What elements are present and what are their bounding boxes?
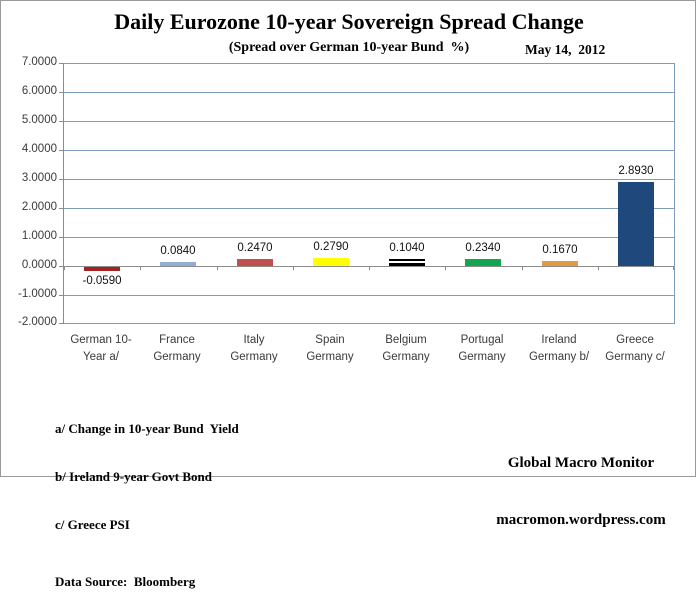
category-label-line: Germany	[458, 351, 506, 363]
gridline	[64, 295, 674, 296]
category-label: Spain Germany	[292, 332, 368, 366]
y-axis-label: 3.0000	[21, 172, 57, 184]
plot-area: -0.0590 0.0840 0.2470 0.2790 0.1040 0.2340 0.1…	[63, 63, 675, 324]
branding: Global Macro Monitor macromon.wordpress.…	[479, 416, 683, 549]
branding-url: macromon.wordpress.com	[496, 512, 666, 528]
bar-italy	[237, 259, 273, 266]
y-axis-label: 5.0000	[21, 114, 57, 126]
chart-title: Daily Eurozone 10-year Sovereign Spread …	[114, 9, 584, 34]
y-axis-tick	[59, 121, 63, 122]
bar-france	[160, 262, 196, 266]
y-axis-label: 2.0000	[21, 201, 57, 213]
y-axis-label: 7.0000	[21, 56, 57, 68]
category-label: France Germany	[139, 332, 215, 366]
bar-value-label: 2.8930	[618, 165, 654, 177]
category-label-line: Greece	[616, 334, 654, 346]
category-label-line: Ireland	[541, 334, 577, 346]
category-label: Italy Germany	[216, 332, 292, 366]
category-tick	[140, 266, 141, 270]
bar-value-label: 0.2790	[313, 241, 349, 253]
category-label-line: Germany	[382, 351, 430, 363]
y-axis-tick	[59, 150, 63, 151]
y-axis-label: 1.0000	[21, 230, 57, 242]
category-label: Portugal Germany	[444, 332, 520, 366]
footnote-c: c/ Greece PSI	[55, 517, 130, 532]
category-label: Ireland Germany b/	[521, 332, 597, 366]
gridline	[64, 63, 674, 64]
category-tick	[217, 266, 218, 270]
bar-value-label: 0.2340	[465, 242, 501, 254]
bar-value-label: 0.0840	[160, 245, 196, 257]
y-axis-label: 6.0000	[21, 85, 57, 97]
category-label-line: Italy	[243, 334, 265, 346]
bar-value-label: -0.0590	[82, 275, 122, 287]
category-tick	[369, 266, 370, 270]
category-tick	[673, 266, 674, 270]
category-label-line: Year a/	[82, 351, 120, 363]
gridline	[64, 121, 674, 122]
bar-spain	[313, 258, 349, 266]
category-label-line: Germany b/	[528, 351, 590, 363]
y-axis-tick	[59, 266, 63, 267]
y-axis-tick	[59, 237, 63, 238]
category-tick	[598, 266, 599, 270]
gridline	[64, 237, 674, 238]
y-axis-tick	[59, 92, 63, 93]
bar-value-label: 0.2470	[237, 242, 273, 254]
category-label: Belgium Germany	[368, 332, 444, 366]
footnotes: a/ Change in 10-year Bund Yield b/ Irela…	[55, 389, 239, 606]
y-axis-label: -1.0000	[17, 288, 57, 300]
bar-ireland	[542, 261, 578, 266]
y-axis-label: 0.0000	[21, 259, 57, 271]
footnote-b: b/ Ireland 9-year Govt Bond	[55, 469, 212, 484]
bar-german	[84, 267, 120, 271]
bar-portugal	[465, 259, 501, 266]
category-label: German 10- Year a/	[63, 332, 139, 366]
category-label-line: Portugal	[460, 334, 504, 346]
y-axis-tick	[59, 179, 63, 180]
bar-belgium	[389, 259, 425, 266]
category-label-line: Germany	[153, 351, 201, 363]
data-source: Data Source: Bloomberg	[55, 574, 196, 589]
y-axis-label: 4.0000	[21, 143, 57, 155]
bar-value-label: 0.1670	[542, 244, 578, 256]
bar-greece	[618, 182, 654, 266]
category-label: Greece Germany c/	[597, 332, 673, 366]
category-tick	[64, 266, 65, 270]
y-axis-tick	[59, 295, 63, 296]
category-label-line: Spain	[315, 334, 345, 346]
category-label-line: Germany	[230, 351, 278, 363]
category-label-line: Germany	[306, 351, 354, 363]
y-axis-tick	[59, 208, 63, 209]
bar-value-label: 0.1040	[389, 242, 425, 254]
gridline	[64, 92, 674, 93]
gridline	[64, 208, 674, 209]
gridline	[64, 179, 674, 180]
y-axis-tick	[59, 63, 63, 64]
category-tick	[293, 266, 294, 270]
category-label-line: Germany c/	[605, 351, 665, 363]
category-label-line: France	[159, 334, 195, 346]
chart-date: May 14, 2012	[525, 42, 606, 57]
gridline	[64, 150, 674, 151]
branding-name: Global Macro Monitor	[507, 455, 655, 471]
category-label-line: Belgium	[385, 334, 427, 346]
chart-subtitle: (Spread over German 10-year Bund %)	[228, 40, 470, 55]
gridline	[64, 323, 674, 324]
category-label-line: German 10-	[70, 334, 132, 346]
footnote-a: a/ Change in 10-year Bund Yield	[55, 421, 239, 436]
category-tick	[522, 266, 523, 270]
y-axis-tick	[59, 323, 63, 324]
y-axis-label: -2.0000	[17, 316, 57, 328]
category-tick	[445, 266, 446, 270]
chart-canvas: { "chart_data": { "type": "bar", "title"…	[0, 0, 696, 589]
